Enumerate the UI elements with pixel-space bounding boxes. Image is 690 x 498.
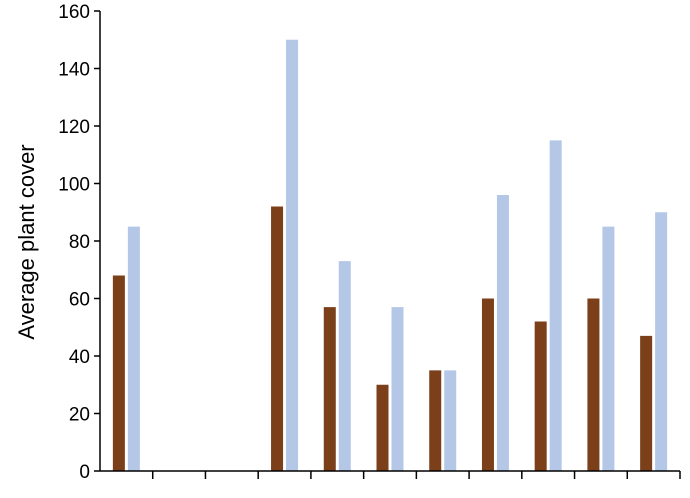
- bar-series-1: [587, 298, 600, 471]
- bar-series-1: [429, 370, 442, 471]
- bar-series-2: [655, 212, 668, 471]
- bar-series-1: [112, 275, 125, 471]
- bar-series-1: [271, 206, 284, 471]
- y-tick-label: 40: [69, 347, 90, 368]
- y-tick-label: 120: [58, 117, 90, 138]
- y-axis: 0 20 40 60 80 100 120 140 160: [58, 2, 101, 483]
- bar-series-1: [376, 384, 389, 471]
- y-tick-label: 60: [69, 290, 90, 311]
- y-tick-label: 160: [58, 2, 90, 23]
- bar-series-2: [496, 195, 509, 471]
- y-axis-title: Average plant cover: [14, 144, 39, 339]
- y-tick-label: 140: [58, 60, 90, 81]
- bar-series-2: [391, 307, 404, 471]
- bar-series-2: [338, 261, 351, 471]
- y-tick-label: 100: [58, 175, 90, 196]
- bar-series-2: [127, 226, 140, 471]
- y-tick-label: 0: [79, 462, 90, 483]
- y-tick-label: 80: [69, 232, 90, 253]
- y-tick-label: 20: [69, 405, 90, 426]
- bar-series-2: [549, 140, 562, 471]
- bar-series-2: [286, 39, 299, 471]
- bar-series-1: [534, 321, 547, 471]
- bar-series-1: [481, 298, 494, 471]
- bar-series-1: [323, 307, 336, 471]
- bars-group: [112, 39, 668, 471]
- bar-series-2: [444, 370, 457, 471]
- bar-series-1: [640, 335, 653, 471]
- bar-series-2: [602, 226, 615, 471]
- x-axis: [100, 470, 681, 479]
